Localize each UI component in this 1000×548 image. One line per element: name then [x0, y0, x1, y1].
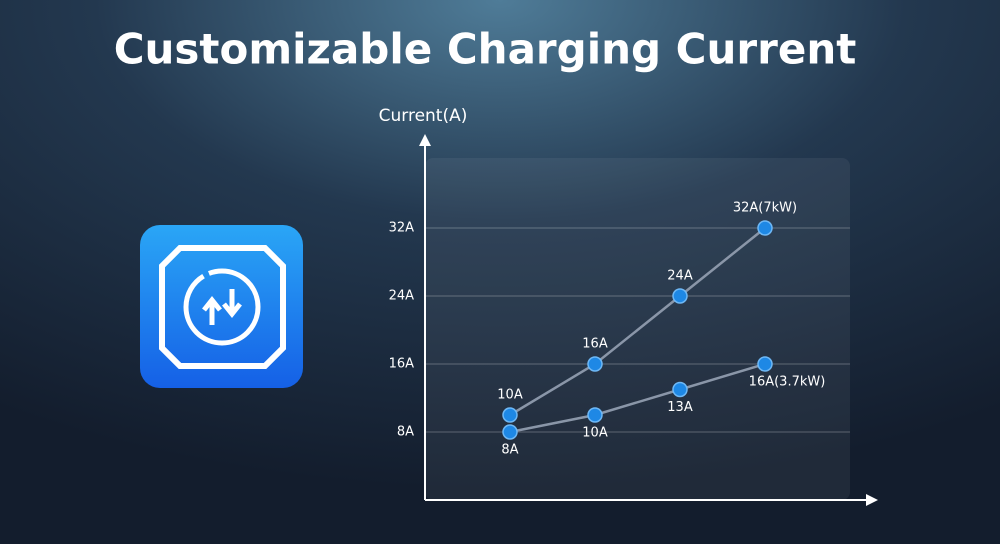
data-point	[502, 424, 518, 440]
y-axis-label: Current(A)	[379, 106, 468, 126]
data-label: 24A	[667, 269, 693, 284]
data-point	[757, 356, 773, 372]
data-label: 16A	[582, 337, 608, 352]
data-label: 13A	[667, 400, 693, 415]
y-tick-label: 24A	[389, 289, 415, 304]
data-point	[757, 220, 773, 236]
data-label: 10A	[497, 388, 523, 403]
data-point	[672, 381, 688, 398]
y-tick-label: 8A	[397, 425, 414, 440]
data-label: 10A	[582, 426, 608, 441]
data-label: 8A	[501, 443, 518, 458]
app-icon	[140, 225, 303, 388]
data-label: 16A(3.7kW)	[749, 375, 826, 390]
y-tick-label: 16A	[389, 357, 415, 372]
data-point	[587, 407, 603, 423]
chart-title: Customizable Charging Current	[114, 25, 857, 74]
data-label: 32A(7kW)	[733, 201, 797, 216]
y-tick-label: 32A	[389, 221, 415, 236]
data-point	[672, 288, 688, 304]
series-line	[509, 227, 766, 417]
series-line	[509, 362, 766, 434]
data-point	[587, 356, 603, 372]
data-point	[502, 407, 518, 423]
